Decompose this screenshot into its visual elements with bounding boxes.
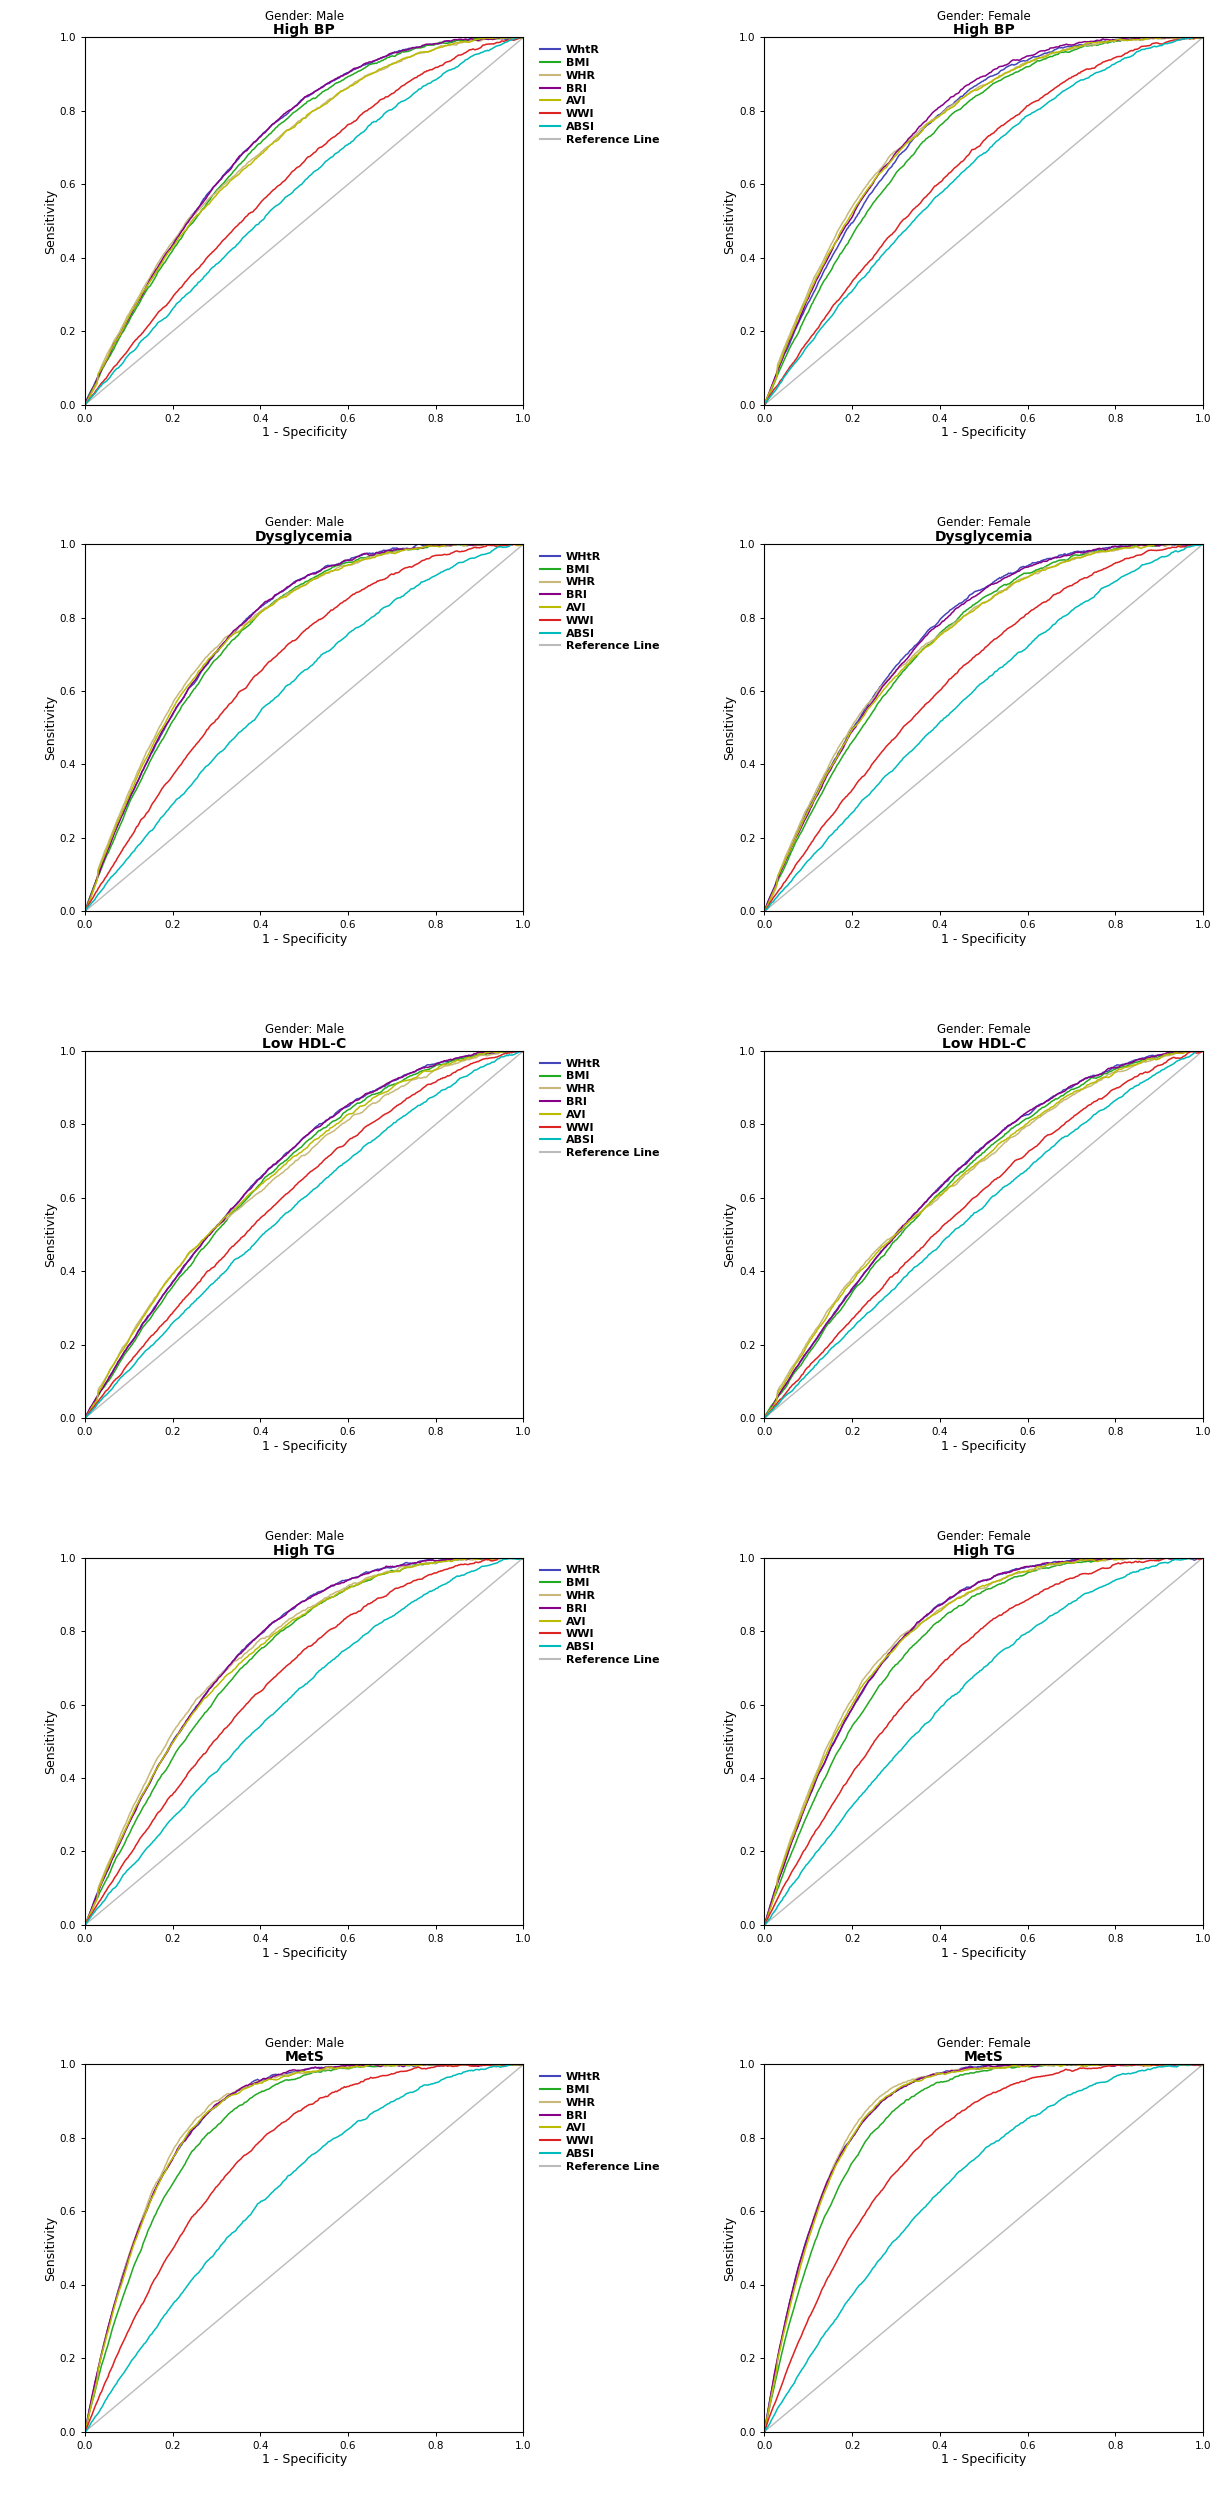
X-axis label: 1 - Specificity: 1 - Specificity xyxy=(261,1439,346,1454)
Y-axis label: Sensitivity: Sensitivity xyxy=(44,1708,57,1773)
Y-axis label: Sensitivity: Sensitivity xyxy=(44,696,57,761)
Text: Gender: Male: Gender: Male xyxy=(265,10,344,22)
Title: High TG: High TG xyxy=(953,1544,1015,1559)
Title: Low HDL-C: Low HDL-C xyxy=(942,1038,1025,1050)
Text: Gender: Female: Gender: Female xyxy=(937,1023,1030,1035)
Text: Gender: Female: Gender: Female xyxy=(937,2038,1030,2050)
X-axis label: 1 - Specificity: 1 - Specificity xyxy=(261,2454,346,2467)
Title: MetS: MetS xyxy=(963,2050,1004,2065)
Title: Low HDL-C: Low HDL-C xyxy=(262,1038,346,1050)
Legend: WHtR, BMI, WHR, BRI, AVI, WWI, ABSI, Reference Line: WHtR, BMI, WHR, BRI, AVI, WWI, ABSI, Ref… xyxy=(538,549,661,653)
Legend: WhtR, BMI, WHR, BRI, AVI, WWI, ABSI, Reference Line: WhtR, BMI, WHR, BRI, AVI, WWI, ABSI, Ref… xyxy=(538,42,661,147)
Text: Gender: Female: Gender: Female xyxy=(937,516,1030,529)
Y-axis label: Sensitivity: Sensitivity xyxy=(44,2215,57,2280)
Title: Dysglycemia: Dysglycemia xyxy=(934,531,1033,544)
Y-axis label: Sensitivity: Sensitivity xyxy=(723,2215,736,2280)
Y-axis label: Sensitivity: Sensitivity xyxy=(44,1202,57,1267)
X-axis label: 1 - Specificity: 1 - Specificity xyxy=(942,1948,1027,1960)
X-axis label: 1 - Specificity: 1 - Specificity xyxy=(942,1439,1027,1454)
Text: Gender: Male: Gender: Male xyxy=(265,1529,344,1544)
X-axis label: 1 - Specificity: 1 - Specificity xyxy=(942,933,1027,945)
Text: Gender: Male: Gender: Male xyxy=(265,516,344,529)
Title: Dysglycemia: Dysglycemia xyxy=(255,531,354,544)
Text: Gender: Female: Gender: Female xyxy=(937,10,1030,22)
Text: Gender: Male: Gender: Male xyxy=(265,2038,344,2050)
Text: Gender: Male: Gender: Male xyxy=(265,1023,344,1035)
X-axis label: 1 - Specificity: 1 - Specificity xyxy=(261,1948,346,1960)
Legend: WHtR, BMI, WHR, BRI, AVI, WWI, ABSI, Reference Line: WHtR, BMI, WHR, BRI, AVI, WWI, ABSI, Ref… xyxy=(538,2070,661,2175)
Title: High BP: High BP xyxy=(953,22,1015,37)
Y-axis label: Sensitivity: Sensitivity xyxy=(723,696,736,761)
Title: High TG: High TG xyxy=(273,1544,335,1559)
Y-axis label: Sensitivity: Sensitivity xyxy=(44,190,57,254)
Y-axis label: Sensitivity: Sensitivity xyxy=(723,1708,736,1773)
Title: MetS: MetS xyxy=(284,2050,324,2065)
Y-axis label: Sensitivity: Sensitivity xyxy=(723,190,736,254)
Legend: WHtR, BMI, WHR, BRI, AVI, WWI, ABSI, Reference Line: WHtR, BMI, WHR, BRI, AVI, WWI, ABSI, Ref… xyxy=(538,1564,661,1666)
X-axis label: 1 - Specificity: 1 - Specificity xyxy=(261,933,346,945)
Legend: WHtR, BMI, WHR, BRI, AVI, WWI, ABSI, Reference Line: WHtR, BMI, WHR, BRI, AVI, WWI, ABSI, Ref… xyxy=(538,1057,661,1160)
Text: Gender: Female: Gender: Female xyxy=(937,1529,1030,1544)
X-axis label: 1 - Specificity: 1 - Specificity xyxy=(942,2454,1027,2467)
Y-axis label: Sensitivity: Sensitivity xyxy=(723,1202,736,1267)
X-axis label: 1 - Specificity: 1 - Specificity xyxy=(942,426,1027,439)
X-axis label: 1 - Specificity: 1 - Specificity xyxy=(261,426,346,439)
Title: High BP: High BP xyxy=(273,22,335,37)
